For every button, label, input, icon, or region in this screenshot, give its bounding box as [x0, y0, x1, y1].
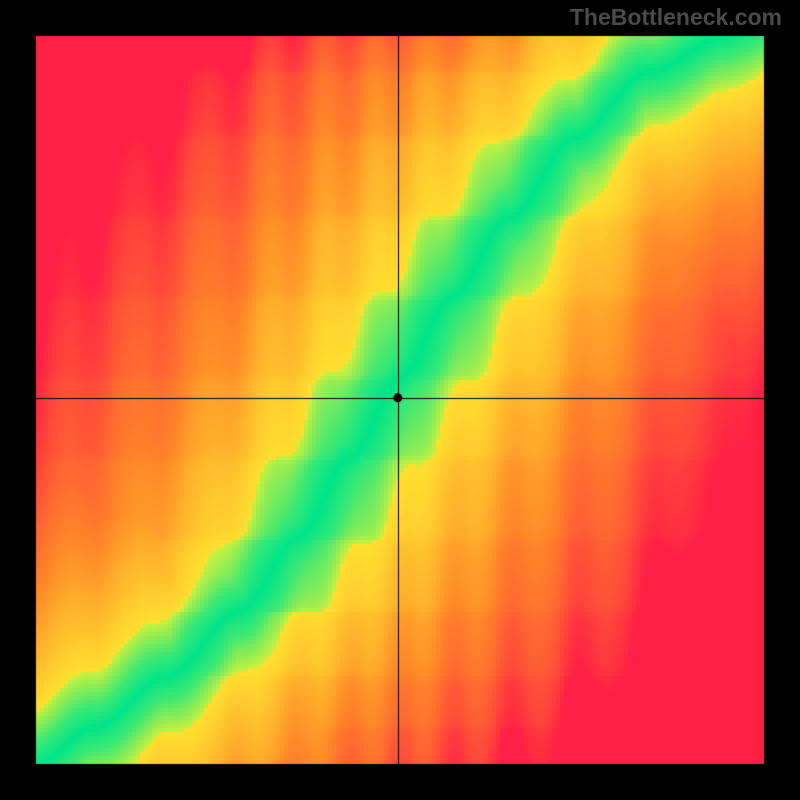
- watermark-text: TheBottleneck.com: [570, 4, 782, 31]
- heatmap-plot: [0, 0, 800, 800]
- chart-container: TheBottleneck.com: [0, 0, 800, 800]
